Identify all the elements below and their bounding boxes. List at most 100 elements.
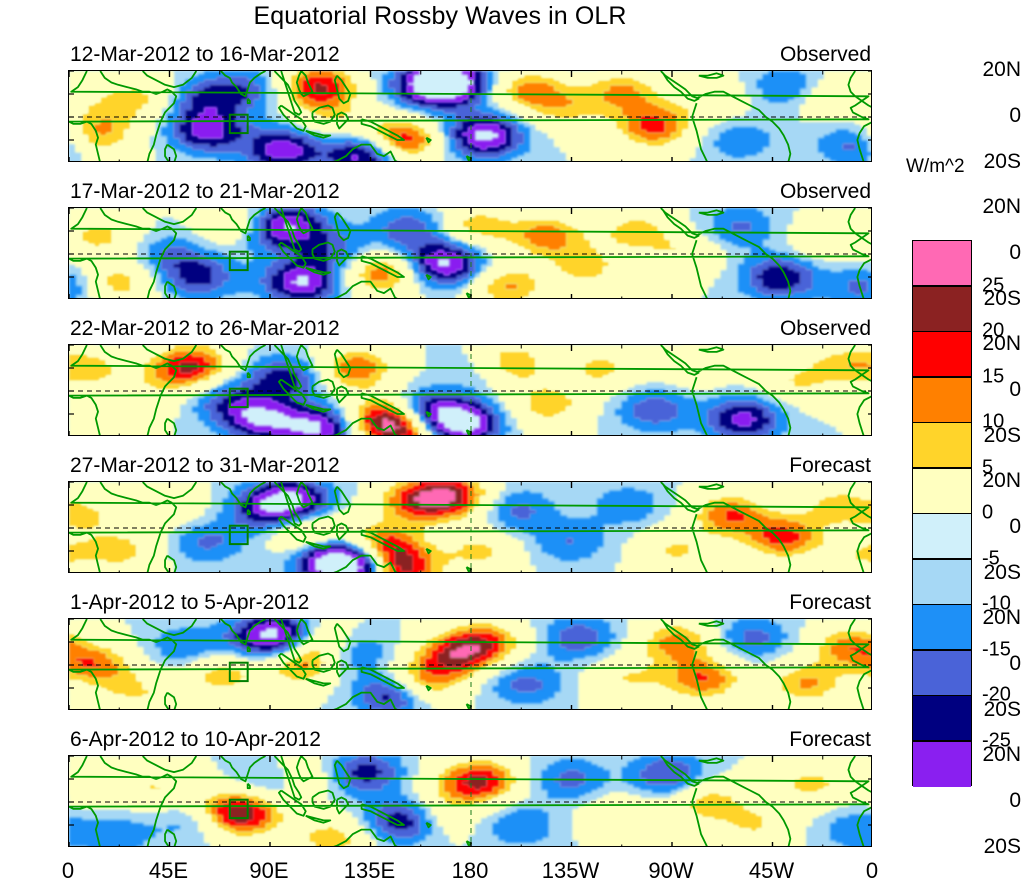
reference-box: [228, 661, 249, 683]
colorbar-band-divider: [913, 376, 971, 378]
y-tick-label: 20S: [983, 287, 1021, 310]
colorbar-unit-label: W/m^2: [906, 156, 965, 177]
y-tick-label: 20N: [982, 332, 1021, 355]
panel-date-label: 27-Mar-2012 to 31-Mar-2012: [70, 454, 340, 477]
y-tick-label: 20S: [983, 424, 1021, 447]
colorbar-tick-label: -20: [982, 683, 1011, 706]
panel-map-frame: [68, 618, 872, 710]
panel-map-frame: [68, 344, 872, 436]
colorbar-tick-label: 25: [982, 274, 1005, 296]
colorbar-band-divider: [913, 649, 971, 651]
contour-field: [69, 208, 871, 298]
colorbar-band-divider: [913, 467, 971, 469]
colorbar-tick-label: -15: [982, 638, 1011, 660]
colorbar-band: [913, 286, 971, 332]
panel-map-frame: [68, 481, 872, 573]
reference-box: [228, 113, 249, 135]
colorbar-band: [913, 241, 971, 287]
colorbar-band-divider: [913, 558, 971, 560]
x-axis-labels: 0 45E 90E 135E 180 135W 90W 45W 0: [0, 858, 1021, 888]
colorbar-tick-label: 15: [982, 365, 1005, 387]
olr-panel: 1-Apr-2012 to 5-Apr-2012 Forecast: [68, 591, 872, 710]
contour-field: [69, 71, 871, 161]
y-tick-label: 0: [1009, 515, 1021, 538]
colorbar-band: [913, 468, 971, 514]
colorbar-band-divider: [913, 603, 971, 605]
olr-panel: 6-Apr-2012 to 10-Apr-2012 Forecast: [68, 728, 872, 847]
coastlines: [69, 71, 871, 161]
y-tick-label: 20N: [982, 58, 1021, 81]
x-tick-label: 90E: [249, 858, 289, 883]
colorbar-band-divider: [913, 330, 971, 332]
x-tick-label: 0: [865, 858, 879, 883]
coastlines: [69, 756, 871, 846]
y-tick-label: 0: [1009, 789, 1021, 812]
reference-box: [228, 524, 249, 546]
colorbar-band: [913, 332, 971, 378]
colorbar-band: [913, 650, 971, 696]
coastlines: [69, 482, 871, 572]
y-tick-label: 0: [1009, 378, 1021, 401]
olr-panel: 17-Mar-2012 to 21-Mar-2012 Observed: [68, 180, 872, 299]
colorbar-tick-label: 10: [982, 410, 1005, 433]
colorbar-band: [913, 696, 971, 742]
colorbar-band-divider: [913, 740, 971, 742]
colorbar-band: [913, 605, 971, 651]
panel-map-frame: [68, 755, 872, 847]
y-tick-label: 0: [1009, 652, 1021, 675]
coastlines: [69, 208, 871, 298]
colorbar-band: [913, 377, 971, 423]
colorbar: [912, 240, 972, 787]
panel-date-label: 17-Mar-2012 to 21-Mar-2012: [70, 180, 340, 203]
contour-field: [69, 345, 871, 435]
contour-field: [69, 756, 871, 846]
colorbar-tick-label: 5: [982, 456, 994, 478]
colorbar-band: [913, 514, 971, 560]
reference-box: [228, 387, 249, 409]
x-tick-label: 45E: [148, 858, 189, 883]
panel-date-label: 22-Mar-2012 to 26-Mar-2012: [70, 317, 340, 340]
reference-box: [228, 798, 249, 820]
y-tick-label: 20N: [982, 743, 1021, 766]
colorbar-tick-label: 0: [982, 501, 994, 524]
colorbar-tick-label: 20: [982, 319, 1005, 342]
panel-map-frame: [68, 70, 872, 162]
y-tick-label: 0: [1009, 241, 1021, 264]
panel-date-label: 6-Apr-2012 to 10-Apr-2012: [70, 728, 321, 751]
coastlines: [69, 345, 871, 435]
x-tick-label: 135E: [343, 858, 396, 883]
panel-status-label: Observed: [779, 180, 871, 203]
y-tick-label: 20S: [983, 698, 1021, 721]
y-tick-label: 20S: [983, 150, 1021, 173]
coastlines: [69, 619, 871, 709]
y-tick-label: 0: [1009, 104, 1021, 127]
colorbar-band-divider: [913, 421, 971, 423]
panel-status-label: Forecast: [789, 454, 871, 477]
reference-box: [228, 250, 249, 272]
colorbar-band-divider: [913, 285, 971, 287]
olr-panel: 27-Mar-2012 to 31-Mar-2012 Forecast: [68, 454, 872, 573]
panel-status-label: Forecast: [789, 591, 871, 614]
x-tick-label: 45W: [748, 858, 795, 883]
olr-panel: 22-Mar-2012 to 26-Mar-2012 Observed: [68, 317, 872, 436]
colorbar-band: [913, 423, 971, 469]
x-tick-label: 180: [451, 858, 489, 883]
colorbar-band: [913, 559, 971, 605]
y-tick-label: 20N: [982, 606, 1021, 629]
colorbar-tick-label: -10: [982, 592, 1011, 615]
colorbar-tick-label: -5: [982, 547, 1000, 569]
contour-field: [69, 482, 871, 572]
y-tick-label: 20N: [982, 195, 1021, 218]
panel-status-label: Observed: [779, 317, 871, 340]
y-tick-label: 20S: [983, 561, 1021, 584]
contour-field: [69, 619, 871, 709]
x-tick-label: 0: [61, 858, 75, 883]
panel-status-label: Observed: [779, 43, 871, 66]
panel-date-label: 1-Apr-2012 to 5-Apr-2012: [70, 591, 310, 614]
page-title: Equatorial Rossby Waves in OLR: [253, 2, 627, 30]
colorbar-band: [913, 741, 971, 787]
y-tick-label: 20S: [983, 835, 1021, 858]
panel-map-frame: [68, 207, 872, 299]
y-tick-label: 20N: [982, 469, 1021, 492]
